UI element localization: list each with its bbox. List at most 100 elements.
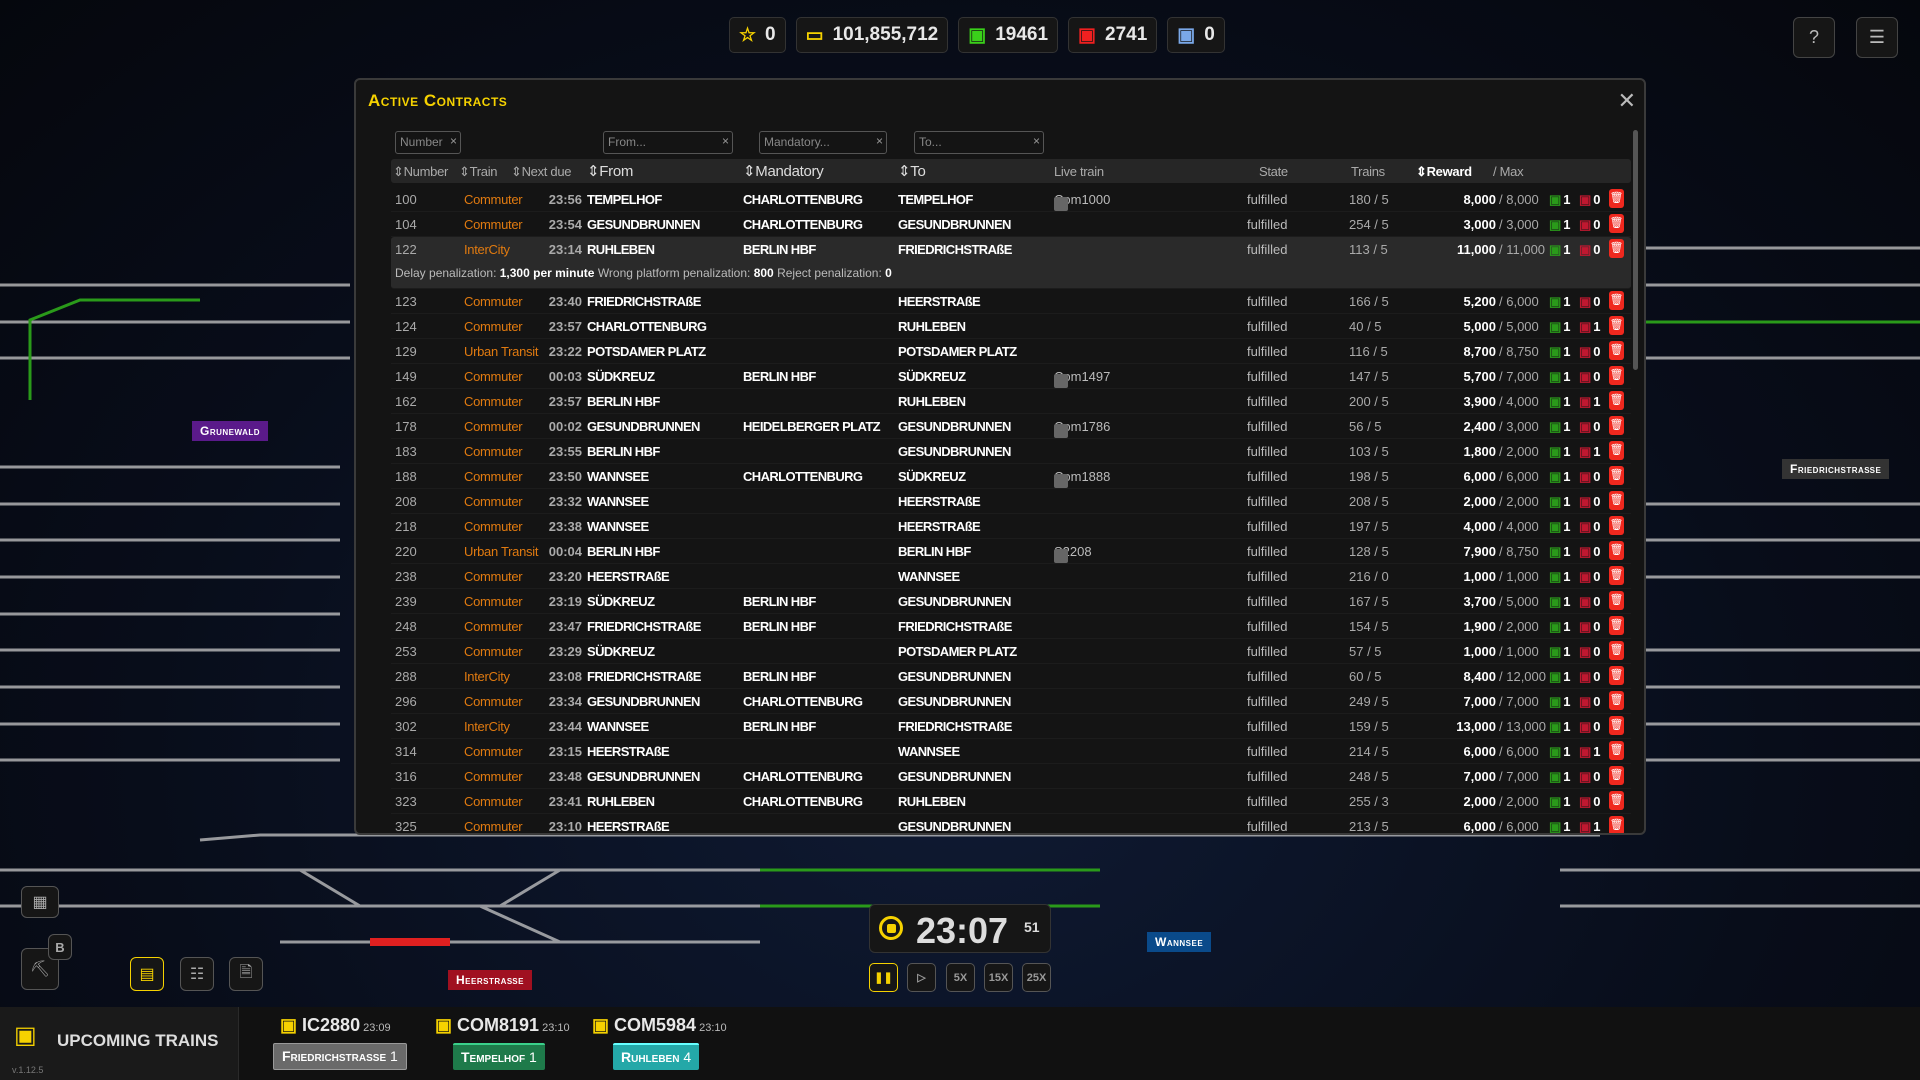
- upcoming-train-3[interactable]: ▣ COM5984 23:10: [592, 1015, 727, 1036]
- delete-button[interactable]: 🗑: [1609, 214, 1624, 233]
- station-label-heerstrasse[interactable]: Heerstraße: [448, 970, 532, 990]
- number-filter[interactable]: Number ×: [395, 131, 461, 154]
- station-label-grunewald[interactable]: Grunewald: [192, 421, 269, 441]
- delete-button[interactable]: 🗑: [1609, 666, 1624, 685]
- sort-next-due[interactable]: ⇕Next due: [511, 164, 572, 179]
- delete-button[interactable]: 🗑: [1609, 291, 1624, 310]
- sort-train[interactable]: ⇕Train: [459, 164, 498, 179]
- live-train[interactable]: S2208: [1054, 544, 1092, 563]
- table-row[interactable]: 220 Urban Transit 00:04 BERLIN HBF BERLIN HB…: [391, 539, 1631, 564]
- table-row[interactable]: 100 Commuter 23:56 TEMPELHOF CHARLOTTENBURG T…: [391, 187, 1631, 212]
- speed-5x-button[interactable]: 5X: [946, 963, 975, 992]
- table-row[interactable]: 314 Commuter 23:15 HEERSTRAßE WANNSEE fulfill…: [391, 739, 1631, 764]
- table-row[interactable]: 183 Commuter 23:55 BERLIN HBF GESUNDBRUNNEN f…: [391, 439, 1631, 464]
- delete-button[interactable]: 🗑: [1609, 616, 1624, 635]
- table-row[interactable]: 288 InterCity 23:08 FRIEDRICHSTRAßE BERLIN H…: [391, 664, 1631, 689]
- menu-button[interactable]: ☰: [1856, 17, 1898, 58]
- delete-button[interactable]: 🗑: [1609, 641, 1624, 660]
- table-row[interactable]: 208 Commuter 23:32 WANNSEE HEERSTRAßE fulfill…: [391, 489, 1631, 514]
- table-row[interactable]: 316 Commuter 23:48 GESUNDBRUNNEN CHARLOTTENB…: [391, 764, 1631, 789]
- table-row[interactable]: 149 Commuter 00:03 SÜDKREUZ BERLIN HBF SÜDKRE…: [391, 364, 1631, 389]
- table-row[interactable]: 178 Commuter 00:02 GESUNDBRUNNEN HEIDELBERGE…: [391, 414, 1631, 439]
- table-row[interactable]: 323 Commuter 23:41 RUHLEBEN CHARLOTTENBURG RU…: [391, 789, 1631, 814]
- table-row[interactable]: 253 Commuter 23:29 SÜDKREUZ POTSDAMER PLATZ f…: [391, 639, 1631, 664]
- table-row[interactable]: 238 Commuter 23:20 HEERSTRAßE WANNSEE fulfill…: [391, 564, 1631, 589]
- clear-icon[interactable]: ×: [875, 134, 883, 148]
- chip-button[interactable]: ▦: [21, 886, 59, 918]
- delete-button[interactable]: 🗑: [1609, 566, 1624, 585]
- delete-button[interactable]: 🗑: [1609, 189, 1624, 208]
- table-row[interactable]: 122 InterCity 23:14 RUHLEBEN BERLIN HBF FRIED…: [391, 237, 1631, 289]
- speed-15x-button[interactable]: 15X: [984, 963, 1013, 992]
- sort-reward[interactable]: ⇕Reward: [1416, 164, 1472, 179]
- platform-chip[interactable]: Friedrichstraße 1: [273, 1043, 407, 1070]
- live-train[interactable]: Com1786: [1054, 419, 1110, 438]
- table-row[interactable]: 188 Commuter 23:50 WANNSEE CHARLOTTENBURG SÜD…: [391, 464, 1631, 489]
- table-row[interactable]: 123 Commuter 23:40 FRIEDRICHSTRAßE HEERSTRAß…: [391, 289, 1631, 314]
- play-button[interactable]: ▷: [907, 963, 936, 992]
- live-train[interactable]: Com1497: [1054, 369, 1110, 388]
- table-row[interactable]: 124 Commuter 23:57 CHARLOTTENBURG RUHLEBEN fu…: [391, 314, 1631, 339]
- mandatory-filter[interactable]: Mandatory... ×: [759, 131, 887, 154]
- table-row[interactable]: 239 Commuter 23:19 SÜDKREUZ BERLIN HBF GESUND…: [391, 589, 1631, 614]
- table-row[interactable]: 129 Urban Transit 23:22 POTSDAMER PLATZ POTS…: [391, 339, 1631, 364]
- help-button[interactable]: ?: [1793, 17, 1835, 58]
- delete-button[interactable]: 🗑: [1609, 316, 1624, 335]
- delete-button[interactable]: 🗑: [1609, 766, 1624, 785]
- station-label-wannsee[interactable]: Wannsee: [1147, 932, 1212, 952]
- delete-button[interactable]: 🗑: [1609, 341, 1624, 360]
- delete-button[interactable]: 🗑: [1609, 591, 1624, 610]
- table-row[interactable]: 104 Commuter 23:54 GESUNDBRUNNEN CHARLOTTENB…: [391, 212, 1631, 237]
- table-row[interactable]: 218 Commuter 23:38 WANNSEE HEERSTRAßE fulfill…: [391, 514, 1631, 539]
- clear-icon[interactable]: ×: [1032, 134, 1040, 148]
- delete-button[interactable]: 🗑: [1609, 791, 1624, 810]
- sort-mandatory[interactable]: ⇕Mandatory: [743, 163, 824, 180]
- stop-icon[interactable]: [879, 916, 903, 940]
- trash-icon: 🗑: [1609, 344, 1624, 356]
- table-row[interactable]: 162 Commuter 23:57 BERLIN HBF RUHLEBEN fulfil…: [391, 389, 1631, 414]
- delete-button[interactable]: 🗑: [1609, 441, 1624, 460]
- platform-chip[interactable]: Ruhleben 4: [613, 1043, 700, 1070]
- table-row[interactable]: 296 Commuter 23:34 GESUNDBRUNNEN CHARLOTTENB…: [391, 689, 1631, 714]
- from-filter[interactable]: From... ×: [603, 131, 733, 154]
- delete-button[interactable]: 🗑: [1609, 816, 1624, 833]
- table-row[interactable]: 302 InterCity 23:44 WANNSEE BERLIN HBF FRIEDR…: [391, 714, 1631, 739]
- delete-button[interactable]: 🗑: [1609, 516, 1624, 535]
- upcoming-trains-panel[interactable]: ▣ UPCOMING TRAINS v.1.12.5: [0, 1007, 239, 1080]
- station-label-friedrichstrasse[interactable]: Friedrichstraße: [1782, 459, 1890, 479]
- delete-button[interactable]: 🗑: [1609, 391, 1624, 410]
- contracts-button[interactable]: ▤: [130, 957, 164, 991]
- delete-button[interactable]: 🗑: [1609, 741, 1624, 760]
- pause-button[interactable]: ❚❚: [869, 963, 898, 992]
- live-train[interactable]: Com1000: [1054, 192, 1110, 211]
- search-document-button[interactable]: 🗎: [229, 957, 263, 991]
- to-filter[interactable]: To... ×: [914, 131, 1044, 154]
- live-train[interactable]: Com1888: [1054, 469, 1110, 488]
- table-row[interactable]: 248 Commuter 23:47 FRIEDRICHSTRAßE BERLIN HB…: [391, 614, 1631, 639]
- reward: 7,000: [1463, 694, 1496, 709]
- delete-button[interactable]: 🗑: [1609, 691, 1624, 710]
- sort-from[interactable]: ⇕From: [587, 163, 634, 180]
- table-row[interactable]: 325 Commuter 23:10 HEERSTRAßE GESUNDBRUNNEN f…: [391, 814, 1631, 833]
- upcoming-train-2[interactable]: ▣ COM8191 23:10: [435, 1015, 570, 1036]
- settings-button[interactable]: ☷: [180, 957, 214, 991]
- delete-button[interactable]: 🗑: [1609, 416, 1624, 435]
- platform-chip[interactable]: Tempelhof 1: [453, 1043, 545, 1070]
- to-station: GESUNDBRUNNEN: [898, 769, 1011, 784]
- clear-icon[interactable]: ×: [449, 134, 457, 148]
- scrollbar[interactable]: [1633, 130, 1638, 370]
- delete-button[interactable]: 🗑: [1609, 491, 1624, 510]
- delete-button[interactable]: 🗑: [1609, 716, 1624, 735]
- delete-button[interactable]: 🗑: [1609, 466, 1624, 485]
- sort-number[interactable]: ⇕Number: [393, 164, 449, 179]
- mandatory-station: CHARLOTTENBURG: [743, 217, 863, 232]
- sort-to[interactable]: ⇕To: [898, 163, 926, 180]
- speed-25x-button[interactable]: 25X: [1022, 963, 1051, 992]
- delete-button[interactable]: 🗑: [1609, 366, 1624, 385]
- delete-button[interactable]: 🗑: [1609, 541, 1624, 560]
- clear-icon[interactable]: ×: [721, 134, 729, 148]
- upcoming-train-1[interactable]: ▣ IC2880 23:09: [280, 1015, 391, 1036]
- close-button[interactable]: ✕: [1617, 88, 1636, 113]
- delete-button[interactable]: 🗑: [1609, 239, 1624, 258]
